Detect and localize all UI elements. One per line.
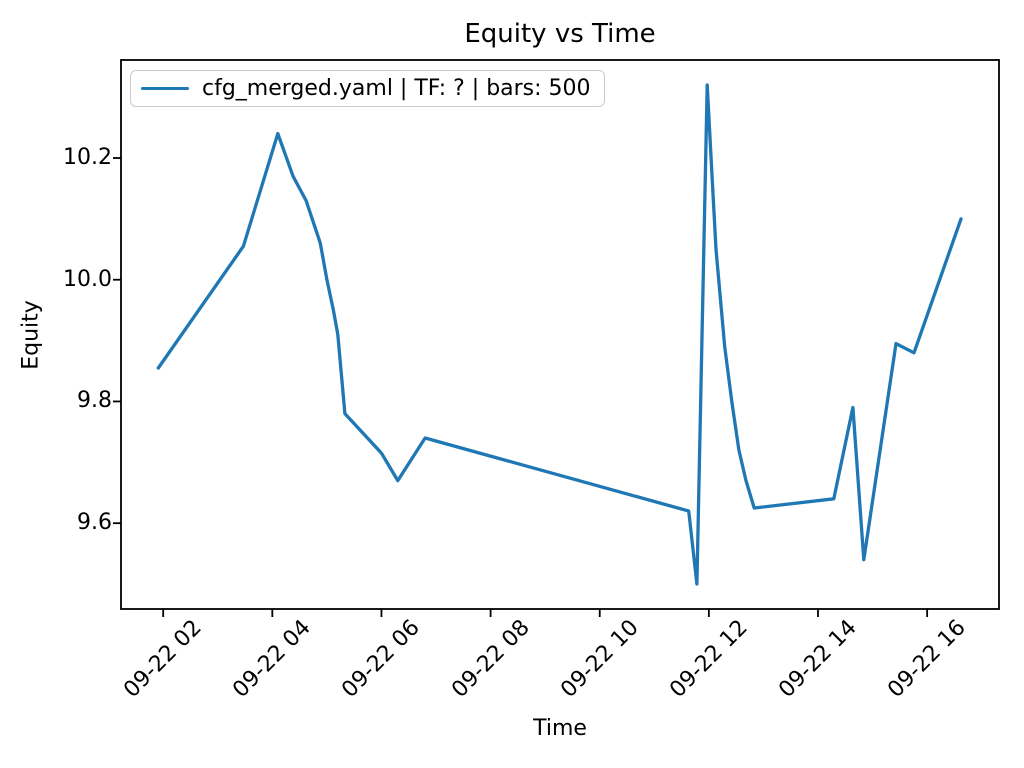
y-tick-label: 10.0 xyxy=(63,266,112,292)
y-axis-label: Equity xyxy=(18,300,44,370)
equity-series-line xyxy=(156,83,963,586)
legend-line-swatch xyxy=(141,86,189,91)
y-tick-label: 9.6 xyxy=(77,510,112,536)
plot-area-border xyxy=(120,59,1000,610)
y-tick-label: 10.2 xyxy=(63,144,112,170)
y-tick-label: 9.8 xyxy=(77,388,112,414)
chart-title: Equity vs Time xyxy=(464,19,656,49)
legend-label: cfg_merged.yaml | TF: ? | bars: 500 xyxy=(202,76,591,101)
legend: cfg_merged.yaml | TF: ? | bars: 500 xyxy=(130,70,605,107)
x-axis-label: Time xyxy=(533,716,587,741)
